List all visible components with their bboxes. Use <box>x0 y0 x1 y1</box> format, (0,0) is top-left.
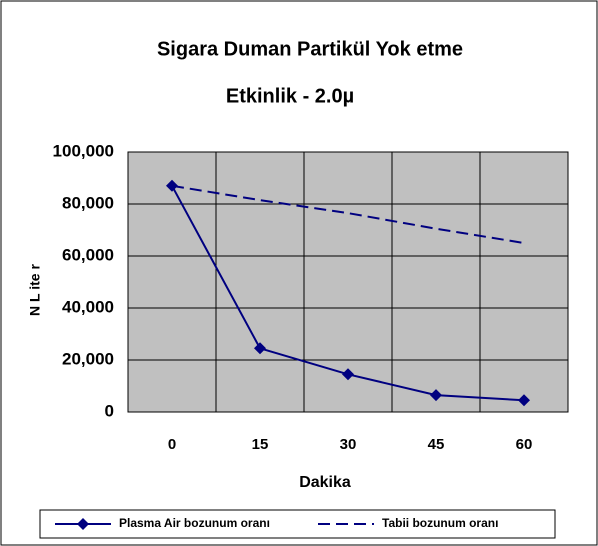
x-tick-label: 45 <box>428 436 445 453</box>
y-tick-label: 0 <box>105 401 114 420</box>
legend-label: Plasma Air bozunum oranı <box>119 516 270 530</box>
data-point <box>254 342 266 355</box>
y-tick-label: 40,000 <box>62 297 114 316</box>
data-point <box>342 368 354 381</box>
y-tick-label: 80,000 <box>62 193 114 212</box>
x-tick-label: 30 <box>340 436 357 453</box>
x-tick-label: 15 <box>252 436 269 453</box>
y-tick-label: 100,000 <box>53 141 114 160</box>
legend-label: Tabii bozunum oranı <box>382 516 498 530</box>
data-point <box>518 394 530 407</box>
x-axis-label: Dakika <box>299 474 351 491</box>
x-tick-label: 0 <box>168 436 176 453</box>
y-axis-label: N L ite r <box>27 264 43 316</box>
chart-title: Sigara Duman Partikül Yok etme <box>157 38 463 60</box>
y-tick-label: 20,000 <box>62 349 114 368</box>
data-point <box>430 389 442 402</box>
chart-subtitle: Etkinlik - 2.0µ <box>226 85 354 107</box>
legend-marker <box>77 518 89 530</box>
series-line <box>171 184 525 244</box>
legend-box <box>39 509 556 539</box>
x-tick-label: 60 <box>516 436 533 453</box>
y-tick-label: 60,000 <box>62 245 114 264</box>
